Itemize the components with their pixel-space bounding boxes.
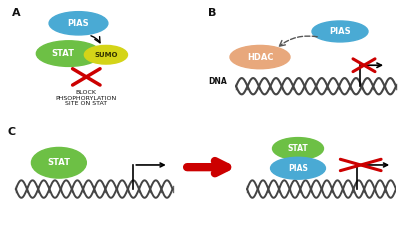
Text: PIAS: PIAS xyxy=(68,19,89,28)
Ellipse shape xyxy=(312,21,368,42)
Text: A: A xyxy=(12,8,20,18)
Text: DNA: DNA xyxy=(208,77,227,86)
Text: B: B xyxy=(208,8,216,18)
Ellipse shape xyxy=(32,147,86,178)
Text: HDAC: HDAC xyxy=(247,53,273,62)
Text: STAT: STAT xyxy=(51,49,74,58)
Text: C: C xyxy=(8,127,16,137)
Text: STAT: STAT xyxy=(288,144,308,153)
Text: PIAS: PIAS xyxy=(288,164,308,173)
Ellipse shape xyxy=(49,12,108,35)
Ellipse shape xyxy=(270,157,326,179)
Text: SUMO: SUMO xyxy=(94,52,118,58)
Ellipse shape xyxy=(230,45,290,69)
Ellipse shape xyxy=(84,45,128,64)
Ellipse shape xyxy=(36,41,101,66)
Ellipse shape xyxy=(272,137,324,160)
Text: BLOCK
PHSOPHORYLATION
SITE ON STAT: BLOCK PHSOPHORYLATION SITE ON STAT xyxy=(56,90,117,106)
Text: PIAS: PIAS xyxy=(329,27,351,36)
Text: STAT: STAT xyxy=(47,158,70,167)
